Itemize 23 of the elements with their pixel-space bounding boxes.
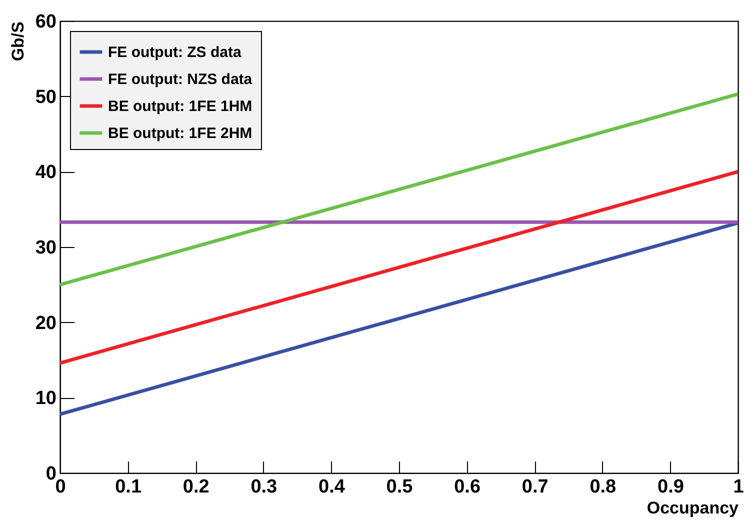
x-tick-label: 0.8 bbox=[590, 476, 616, 498]
x-tick-label: 1 bbox=[733, 476, 744, 498]
x-axis-title: Occupancy bbox=[646, 498, 740, 518]
x-tick-label: 0.6 bbox=[454, 476, 481, 498]
y-tick-label: 60 bbox=[35, 12, 56, 32]
x-tick-label: 0.5 bbox=[386, 476, 414, 498]
y-tick-label: 0 bbox=[46, 464, 56, 484]
y-tick-label: 40 bbox=[35, 162, 56, 184]
y-tick-label: 30 bbox=[35, 238, 56, 258]
y-tick-label: 50 bbox=[35, 86, 56, 108]
y-tick-label: 10 bbox=[35, 388, 56, 410]
y-tick-label: 20 bbox=[35, 312, 56, 334]
x-tick-label: 0.1 bbox=[115, 476, 142, 498]
legend-label: FE output: ZS data bbox=[108, 44, 242, 61]
x-tick-label: 0.4 bbox=[318, 476, 346, 498]
legend-label: BE output: 1FE 2HM bbox=[108, 125, 252, 142]
legend-label: BE output: 1FE 1HM bbox=[108, 98, 252, 115]
x-tick-label: 0.7 bbox=[522, 476, 548, 498]
x-tick-label: 0.3 bbox=[250, 476, 278, 498]
legend-label: FE output: NZS data bbox=[108, 71, 253, 88]
y-axis-title: Gb/S bbox=[8, 22, 28, 62]
x-tick-label: 0.9 bbox=[657, 476, 684, 498]
x-tick-label: 0.2 bbox=[182, 476, 210, 498]
